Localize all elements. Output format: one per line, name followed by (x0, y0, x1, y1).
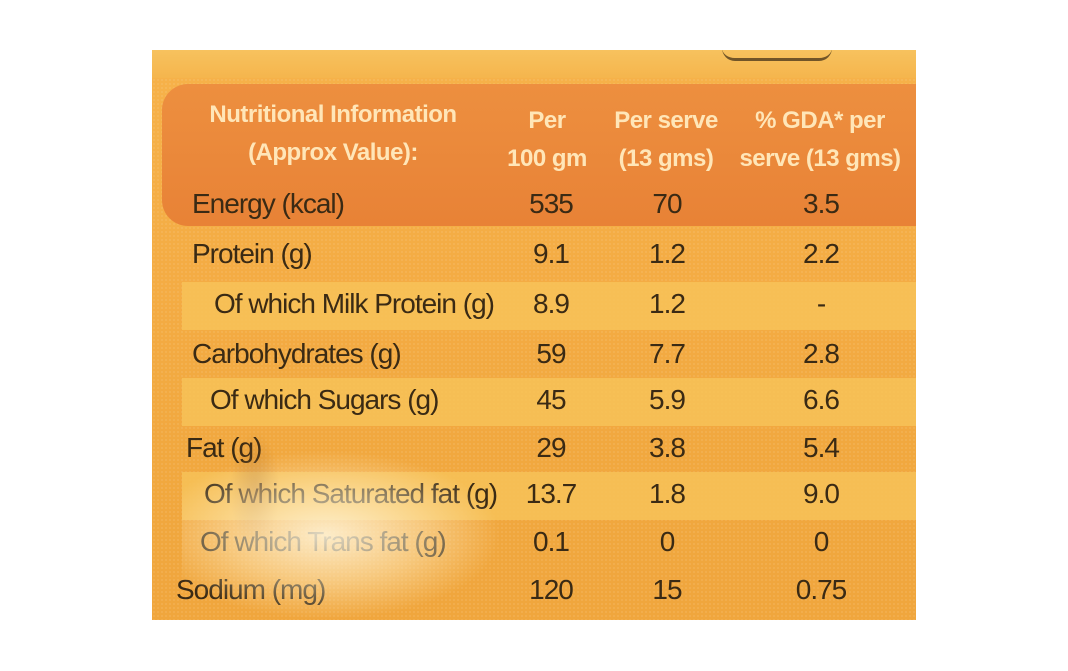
value-gda: 3.5 (803, 188, 840, 219)
value-per-100gm: 29 (536, 432, 566, 463)
table-header-band (162, 84, 916, 226)
value-gda: 6.6 (803, 384, 840, 415)
header-gda-per-serve: % GDA* per serve (13 gms) (739, 107, 901, 172)
value-per-serve: 1.2 (649, 238, 686, 269)
row-stripe (182, 282, 916, 330)
value-gda: 5.4 (803, 432, 840, 463)
value-per-serve: 3.8 (649, 432, 686, 463)
printed-mark-fragment (722, 50, 832, 61)
value-per-100gm: 13.7 (525, 478, 578, 509)
nutrient-name: Of which Milk Protein (g) (214, 288, 495, 319)
value-per-serve: 1.8 (649, 478, 686, 509)
nutrient-name: Fat (g) (186, 432, 262, 463)
value-gda: 9.0 (803, 478, 840, 509)
value-gda: 0 (813, 526, 830, 557)
value-per-100gm: 45 (536, 384, 566, 415)
label-top-strip (152, 50, 916, 78)
nutrient-name: Of which Saturated fat (g) (204, 478, 498, 509)
value-per-serve: 70 (652, 188, 682, 219)
value-per-100gm: 120 (529, 574, 574, 605)
value-per-serve: 1.2 (649, 288, 686, 319)
value-per-100gm: 0.1 (533, 526, 570, 557)
value-gda: - (816, 288, 826, 319)
nutrient-name: Protein (g) (192, 238, 313, 269)
header-per-100gm: Per 100 gm (507, 107, 587, 172)
value-gda: 2.2 (803, 238, 840, 269)
nutrition-label-photo: Nutritional Information (Approx Value): … (152, 50, 916, 620)
value-per-serve: 7.7 (649, 338, 686, 369)
nutrient-name: Carbohydrates (g) (192, 338, 402, 369)
value-per-100gm: 9.1 (533, 238, 570, 269)
value-per-100gm: 535 (529, 188, 574, 219)
nutrient-name: Sodium (mg) (176, 574, 326, 605)
value-per-serve: 15 (652, 574, 682, 605)
value-per-serve: 5.9 (649, 384, 686, 415)
nutrient-name: Of which Trans fat (g) (200, 526, 447, 557)
value-per-100gm: 59 (536, 338, 566, 369)
header-per-serve: Per serve (13 gms) (614, 107, 718, 172)
value-gda: 2.8 (803, 338, 840, 369)
value-per-serve: 0 (659, 526, 676, 557)
nutrient-name: Of which Sugars (g) (210, 384, 439, 415)
value-gda: 0.75 (795, 574, 848, 605)
header-nutrition-info: Nutritional Information (Approx Value): (209, 101, 457, 166)
nutrient-name: Energy (kcal) (192, 188, 345, 219)
value-per-100gm: 8.9 (533, 288, 570, 319)
row-stripe (182, 378, 916, 426)
